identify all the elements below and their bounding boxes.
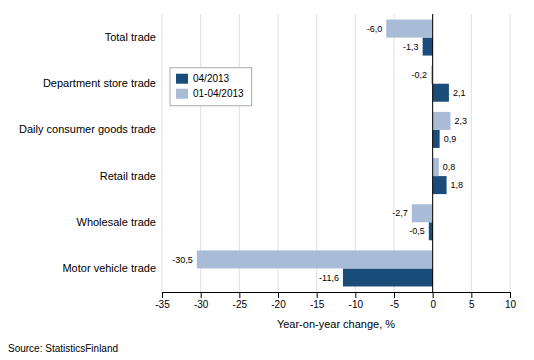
x-tick-mark [201,292,202,298]
x-tick: 5 [469,292,475,310]
y-tick: Motor vehicle trade [62,262,156,274]
baseline [432,14,433,292]
bar [429,222,433,240]
grid-line [316,14,317,292]
x-tick-label: 5 [469,299,475,310]
bar [433,176,447,194]
data-label: 1,8 [451,180,464,190]
y-tick: Department store trade [43,77,156,89]
y-tick: Wholesale trade [77,216,157,228]
x-tick: -15 [310,292,325,310]
legend-swatch [176,74,188,84]
x-tick-label: 10 [505,299,517,310]
chart: -35 -30 -25 -20 -15 -10 -5 0 5 10 Total trade Depar… [0,0,534,360]
grid-line [394,14,395,292]
data-label: -6,0 [367,24,383,34]
x-tick: -5 [390,292,399,310]
x-tick-label: -25 [233,299,248,310]
x-tick-mark [239,292,240,298]
y-tick-label: Motor vehicle trade [62,262,156,274]
source: Source: StatisticsFinland [8,343,118,354]
bar [433,130,440,148]
legend-label: 01-04/2013 [193,88,244,99]
legend-label: 04/2013 [193,73,230,84]
y-tick-label: Daily consumer goods trade [19,123,156,135]
grid-line [200,14,201,292]
x-tick: -35 [155,292,170,310]
bar [197,250,433,268]
legend-swatch [176,89,188,99]
bar [423,38,433,56]
data-label: -0,2 [412,70,428,80]
x-tick-mark [394,292,395,298]
data-label: -2,7 [392,208,408,218]
x-tick: 10 [505,292,517,310]
x-tick-label: -20 [271,299,286,310]
x-axis: -35 -30 -25 -20 -15 -10 -5 0 5 10 [155,292,516,310]
x-tick-label: -35 [155,299,170,310]
x-tick-label: -5 [390,299,399,310]
data-label: 0,8 [443,162,456,172]
plot: -35 -30 -25 -20 -15 -10 -5 0 5 10 Total trade Depar… [19,14,516,310]
y-tick: Total trade [105,31,156,43]
x-tick-mark [510,292,511,298]
x-tick: 0 [430,292,436,310]
x-tick-label: -30 [194,299,209,310]
grid-line [510,14,511,292]
x-tick: -20 [271,292,286,310]
data-label: -30,5 [172,255,193,265]
data-label: 2,1 [453,88,466,98]
grid-line [278,14,279,292]
y-tick: Daily consumer goods trade [19,123,156,135]
grid-line [471,14,472,292]
x-tick: -10 [349,292,364,310]
y-tick-label: Wholesale trade [77,216,157,228]
bars [197,20,451,287]
grid-line [162,14,163,292]
legend-item: 01-04/2013 [176,88,244,99]
grid-line [239,14,240,292]
bar [433,112,451,130]
data-label: -11,6 [319,273,339,283]
legend-item: 04/2013 [176,73,230,84]
x-tick: -30 [194,292,209,310]
legend-box [170,68,252,106]
data-label: -1,3 [403,42,419,52]
y-axis: Total trade Department store trade Daily c… [19,31,156,274]
bar [433,158,439,176]
x-tick-mark [317,292,318,298]
x-tick-mark [278,292,279,298]
x-tick-mark [433,292,434,298]
bar [433,84,449,102]
y-tick-label: Retail trade [100,170,156,182]
x-tick-mark [471,292,472,298]
data-label: 0,9 [444,134,457,144]
bar [343,268,433,286]
data-labels: -1,3 2,1 0,9 1,8 -0,5 -11,6 -6,0 -0,2 2,3 0,8 -2,7… [172,24,467,283]
x-tick-label: 0 [430,299,436,310]
bar [412,204,433,222]
y-tick-label: Total trade [105,31,156,43]
grid-line [355,14,356,292]
data-label: 2,3 [454,116,467,126]
grid-line [432,14,433,292]
data-label: -0,5 [409,226,425,236]
x-label: Year-on-year change, % [277,318,395,330]
x-axis-line [163,293,511,299]
x-tick-label: -10 [349,299,364,310]
x-tick: -25 [233,292,248,310]
x-tick-mark [355,292,356,298]
x-tick-mark [162,292,163,298]
y-tick-label: Department store trade [43,77,156,89]
legend: 04/2013 01-04/2013 [170,68,252,106]
bar [386,20,432,38]
x-tick-label: -15 [310,299,325,310]
y-tick: Retail trade [100,170,156,182]
grid [162,14,510,292]
